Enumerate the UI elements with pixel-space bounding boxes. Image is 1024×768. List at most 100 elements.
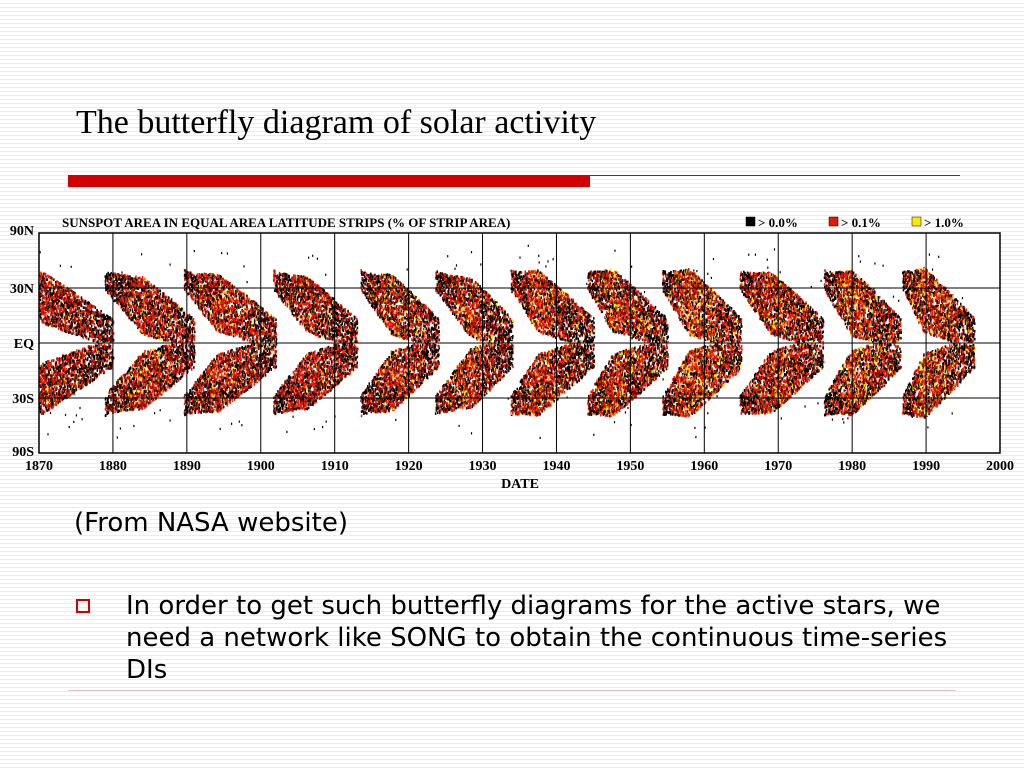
- sunspot-mark: [67, 296, 69, 299]
- sunspot-mark: [42, 412, 44, 415]
- sunspot-mark: [49, 318, 51, 321]
- sunspot-mark: [49, 408, 51, 411]
- sunspot-mark: [69, 393, 71, 396]
- sunspot-mark: [89, 372, 91, 375]
- sunspot-mark: [76, 320, 78, 323]
- sunspot-mark: [73, 421, 74, 423]
- sunspot-mark: [78, 295, 80, 298]
- sunspot-mark: [65, 318, 67, 321]
- sunspot-mark: [79, 407, 80, 409]
- sunspot-mark: [59, 297, 61, 300]
- sunspot-mark: [60, 328, 62, 331]
- sunspot-mark: [72, 299, 74, 302]
- sunspot-mark: [62, 329, 64, 332]
- sunspot-mark: [77, 308, 79, 311]
- sunspot-mark: [46, 283, 48, 286]
- sunspot-mark: [78, 307, 80, 310]
- sunspot-mark: [72, 314, 74, 317]
- sunspot-mark: [53, 278, 55, 281]
- sunspot-mark: [40, 305, 42, 308]
- sunspot-mark: [84, 362, 86, 365]
- sunspot-mark: [40, 251, 41, 253]
- sunspot-mark: [66, 322, 68, 325]
- sunspot-mark: [76, 367, 78, 370]
- sunspot-mark: [83, 353, 85, 356]
- sunspot-mark: [52, 315, 54, 318]
- sunspot-mark: [47, 433, 48, 435]
- sunspot-mark: [82, 299, 84, 302]
- sunspot-mark: [41, 273, 43, 276]
- sunspot-mark: [91, 364, 93, 367]
- sunspot-mark: [51, 278, 53, 281]
- sunspot-mark: [85, 357, 87, 360]
- sunspot-mark: [74, 322, 76, 325]
- sunspot-mark: [47, 278, 49, 281]
- sunspot-mark: [53, 388, 55, 391]
- sunspot-mark: [81, 311, 83, 314]
- sunspot-mark: [73, 329, 75, 332]
- sunspot-mark: [77, 366, 79, 369]
- sunspot-mark: [51, 303, 53, 306]
- sunspot-mark: [69, 308, 71, 311]
- sunspot-mark: [73, 332, 75, 335]
- title-rule-thick: [68, 175, 590, 187]
- sunspot-mark: [86, 337, 88, 340]
- sunspot-mark: [69, 312, 71, 315]
- sunspot-mark: [85, 322, 87, 325]
- sunspot-mark: [58, 327, 60, 330]
- sunspot-mark: [80, 360, 82, 363]
- sunspot-mark: [54, 302, 56, 305]
- sunspot-mark: [69, 359, 71, 362]
- sunspot-mark: [53, 360, 55, 363]
- sunspot-mark: [46, 400, 48, 403]
- sunspot-mark: [77, 369, 79, 372]
- sunspot-mark: [67, 294, 69, 297]
- sunspot-mark: [43, 402, 45, 405]
- sunspot-mark: [55, 323, 57, 326]
- sunspot-mark: [81, 305, 83, 308]
- sunspot-mark: [87, 305, 89, 308]
- sunspot-mark: [50, 403, 52, 406]
- sunspot-mark: [59, 390, 61, 393]
- sunspot-mark: [64, 305, 66, 308]
- sunspot-mark: [70, 364, 72, 367]
- sunspot-mark: [49, 388, 51, 391]
- sunspot-mark: [68, 368, 70, 371]
- sunspot-mark: [51, 360, 53, 363]
- sunspot-mark: [68, 293, 70, 296]
- sunspot-mark: [64, 382, 66, 385]
- sunspot-mark: [43, 404, 45, 407]
- sunspot-mark: [53, 368, 55, 371]
- sunspot-mark: [88, 355, 90, 358]
- sunspot-mark: [50, 365, 52, 368]
- sunspot-mark: [71, 332, 73, 335]
- sunspot-mark: [90, 378, 92, 381]
- sunspot-mark: [75, 371, 77, 374]
- sunspot-mark: [44, 411, 46, 414]
- sunspot-mark: [89, 347, 91, 350]
- sunspot-mark: [78, 322, 80, 325]
- sunspot-mark: [87, 329, 89, 332]
- sunspot-mark: [78, 314, 80, 317]
- sunspot-mark: [65, 361, 67, 364]
- sunspot-mark: [88, 338, 90, 341]
- sunspot-mark: [45, 371, 47, 374]
- sunspot-mark: [68, 372, 70, 375]
- sunspot-mark: [48, 309, 50, 312]
- sunspot-mark: [67, 311, 69, 314]
- sunspot-mark: [76, 414, 77, 416]
- sunspot-mark: [75, 363, 77, 366]
- sunspot-mark: [81, 330, 83, 333]
- sunspot-mark: [71, 266, 72, 268]
- sunspot-mark: [40, 299, 42, 302]
- sunspot-mark: [80, 317, 82, 320]
- sunspot-mark: [45, 312, 47, 315]
- sunspot-mark: [50, 395, 52, 398]
- butterfly-chart: SUNSPOT AREA IN EQUAL AREA LATITUDE STRI…: [0, 200, 1024, 495]
- sunspot-mark: [85, 319, 87, 322]
- sunspot-mark: [65, 414, 66, 416]
- sunspot-mark: [47, 316, 49, 319]
- sunspot-mark: [45, 403, 47, 406]
- sunspot-mark: [83, 374, 85, 377]
- sunspot-mark: [62, 391, 64, 394]
